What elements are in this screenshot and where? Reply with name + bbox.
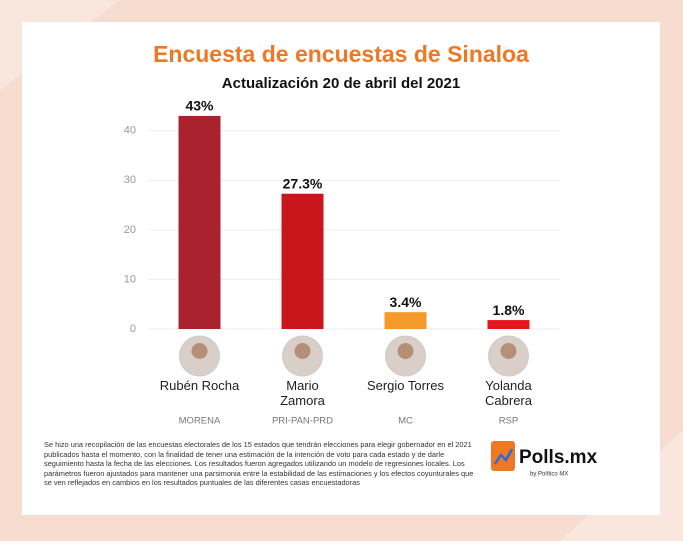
candidate-name: Rubén Rocha — [159, 378, 240, 393]
bar — [487, 320, 530, 329]
candidate-name-text: Mario Zamora — [280, 378, 325, 408]
bar — [281, 193, 324, 329]
party-label: PRI-PAN-PRD — [272, 416, 333, 427]
y-tick-label: 40 — [124, 125, 136, 137]
footnote-text: Se hizo una recopilación de las encuesta… — [44, 440, 474, 488]
y-tick-label: 10 — [124, 273, 136, 285]
card — [22, 22, 660, 515]
party-label: MC — [398, 416, 413, 427]
candidate-name: Yolanda Cabrera — [485, 378, 532, 408]
y-tick-label: 20 — [124, 224, 136, 236]
candidate-name-text: Sergio Torres — [366, 378, 445, 393]
candidate-name-text: Yolanda Cabrera — [485, 378, 532, 408]
party-label: RSP — [499, 416, 519, 427]
bar — [384, 312, 427, 329]
candidate-name: Sergio Torres — [366, 378, 445, 393]
data-label: 3.4% — [390, 294, 422, 310]
y-tick-label: 0 — [130, 323, 136, 335]
candidate-photo-head — [191, 343, 208, 359]
candidate-name-text: Rubén Rocha — [159, 378, 240, 393]
bar — [178, 115, 221, 330]
chart-title: Encuesta de encuestas de Sinaloa — [153, 41, 529, 67]
y-tick-label: 30 — [124, 174, 136, 186]
candidate-photo-head — [397, 343, 414, 359]
footnote: Se hizo una recopilación de las encuesta… — [44, 440, 474, 488]
chart-subtitle: Actualización 20 de abril del 2021 — [222, 75, 460, 92]
party-label: MORENA — [179, 416, 221, 427]
logo-line — [493, 448, 514, 465]
logo: Polls.mx by Político MX — [491, 441, 598, 478]
candidate-name: Mario Zamora — [280, 378, 325, 408]
candidate-photo-head — [500, 343, 517, 359]
data-label: 27.3% — [283, 175, 323, 191]
logo-text: Polls.mx — [519, 447, 598, 468]
data-label: 1.8% — [493, 302, 525, 318]
data-label: 43% — [185, 98, 214, 114]
logo-byline: by Político MX — [530, 472, 568, 478]
candidate-photo-head — [294, 343, 311, 359]
